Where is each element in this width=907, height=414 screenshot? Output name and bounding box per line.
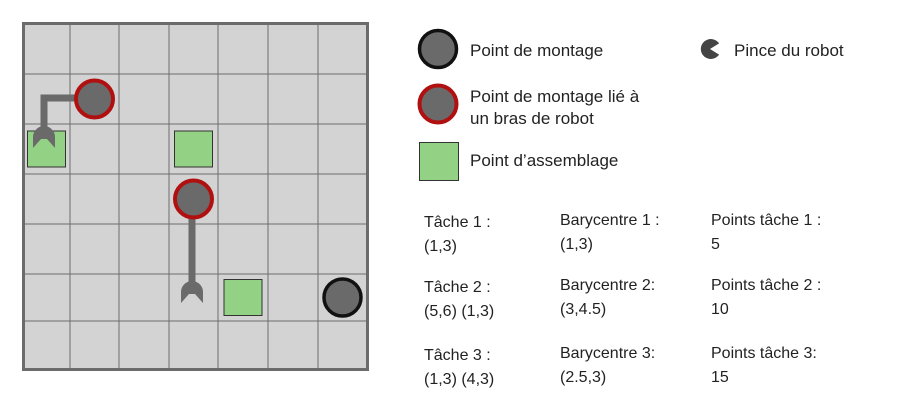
- assembly-point: [174, 130, 213, 168]
- grid-cell: [168, 73, 219, 125]
- grid-cell: [267, 320, 319, 370]
- grid-cell: [118, 173, 170, 225]
- grid-cell: [69, 223, 120, 275]
- mount-point-linked: [173, 178, 214, 220]
- board-border: [22, 22, 369, 371]
- grid-cell: [317, 173, 368, 225]
- mount-point: [322, 277, 363, 318]
- grid-cell: [69, 22, 120, 75]
- grid-cell: [69, 273, 120, 322]
- grid-cell: [267, 73, 319, 125]
- grid-cell: [69, 123, 120, 175]
- task-3-barycenter: Barycentre 3: (2.5,3): [560, 345, 656, 386]
- assembly-point: [223, 279, 263, 316]
- grid-cell: [267, 223, 319, 275]
- robot-gripper-icon: [33, 126, 55, 148]
- task-2-points: Points tâche 2 : 10: [711, 277, 822, 318]
- task-3-points: Points tâche 3: 15: [711, 345, 817, 386]
- grid-cell: [267, 273, 319, 322]
- grid-cell: [267, 123, 319, 175]
- legend-mount-label: Point de montage: [470, 41, 604, 60]
- grid-cell: [217, 22, 269, 75]
- grid-cell: [217, 173, 269, 225]
- grid-cell: [317, 22, 368, 75]
- task-3-label: Tâche 3 : (1,3) (4,3): [424, 347, 495, 388]
- grid-cell: [217, 320, 269, 370]
- grid-cell: [317, 73, 368, 125]
- task-2-barycenter: Barycentre 2: (3,4.5): [560, 277, 656, 318]
- grid-cell: [168, 320, 219, 370]
- grid-cell: [168, 22, 219, 75]
- grid-cell: [69, 320, 120, 370]
- legend-mount-icon: [417, 28, 459, 70]
- grid-cell: [267, 173, 319, 225]
- legend-assembly-label: Point d’assemblage: [470, 151, 619, 170]
- grid-cell: [118, 320, 170, 370]
- mount-point-linked: [74, 78, 115, 120]
- grid-cell: [317, 223, 368, 275]
- legend-mount-linked-label: Point de montage lié à un bras de robot: [470, 87, 640, 128]
- grid-cell: [22, 223, 71, 275]
- grid-cell: [217, 223, 269, 275]
- robot-gripper-icon: [181, 281, 203, 303]
- grid-cell: [69, 173, 120, 225]
- grid-cell: [22, 273, 71, 322]
- grid-cell: [217, 73, 269, 125]
- grid-cell: [22, 173, 71, 225]
- grid-cell: [22, 22, 71, 75]
- mount-points: [74, 78, 363, 318]
- task-1-label: Tâche 1 : (1,3): [424, 214, 491, 255]
- grid-cell: [118, 22, 170, 75]
- grid-cell: [118, 273, 170, 322]
- task-2-label: Tâche 2 : (5,6) (1,3): [424, 279, 495, 320]
- legend-gripper-label: Pince du robot: [734, 41, 844, 60]
- task-1-points: Points tâche 1 : 5: [711, 212, 822, 253]
- grid-cell: [317, 123, 368, 175]
- grid-cell: [22, 320, 71, 370]
- grid-cell: [267, 22, 319, 75]
- grid-cell: [217, 123, 269, 175]
- grid-cell: [118, 223, 170, 275]
- task-1-barycenter: Barycentre 1 : (1,3): [560, 212, 660, 253]
- legend-gripper-icon: [700, 39, 720, 59]
- legend-mount-linked-icon: [417, 83, 459, 125]
- grid-cell: [317, 320, 368, 370]
- grid-cell: [118, 73, 170, 125]
- legend-assembly-icon: [419, 142, 459, 181]
- grid-cell: [118, 123, 170, 175]
